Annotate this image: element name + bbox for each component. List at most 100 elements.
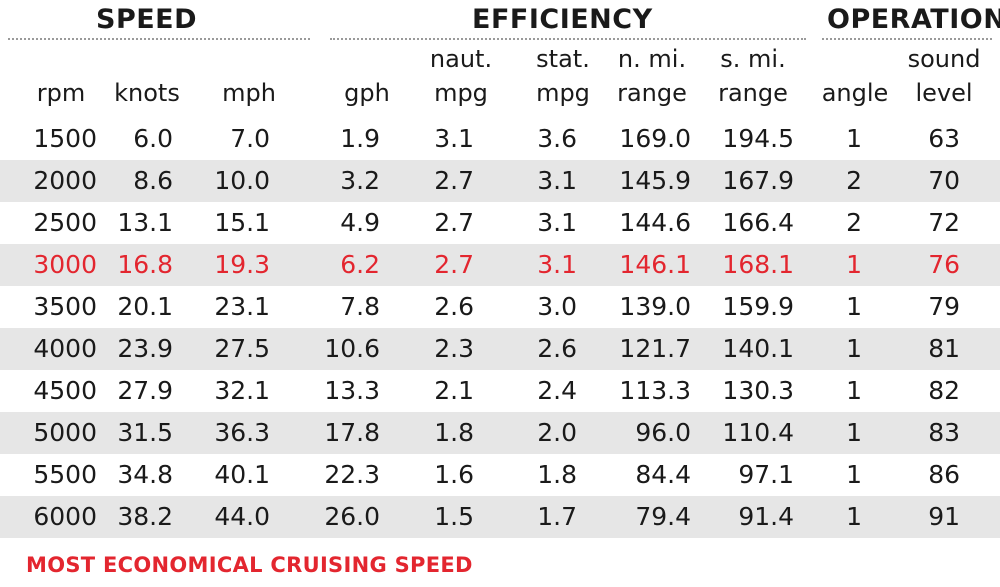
cell-angle: 1 [846,124,862,153]
operation-group-rule [822,38,992,40]
speed-group-rule [8,38,310,40]
cell-rpm: 4000 [33,334,97,363]
efficiency-group-title: EFFICIENCY [472,4,653,35]
column-header-line1: n. mi. [617,45,687,73]
cell-knots: 8.6 [133,166,173,195]
column-header-line1 [204,42,294,76]
cell-stat-mpg: 3.1 [537,208,577,237]
column-header-smi-range: s. mi. range [698,42,808,110]
cell-angle: 1 [846,334,862,363]
cell-sound: 79 [928,292,960,321]
column-header-line1 [97,42,197,76]
cell-stat-mpg: 3.6 [537,124,577,153]
cell-mph: 40.1 [214,460,270,489]
cell-smi-range: 166.4 [722,208,794,237]
cell-rpm: 3000 [33,250,97,279]
column-header-line2: knots [114,79,180,107]
cell-angle: 1 [846,502,862,531]
cell-angle: 2 [846,208,862,237]
cell-knots: 23.9 [117,334,173,363]
cell-smi-range: 110.4 [722,418,794,447]
cell-naut-mpg: 2.3 [434,334,474,363]
cell-stat-mpg: 2.0 [537,418,577,447]
cell-gph: 13.3 [324,376,380,405]
cell-gph: 22.3 [324,460,380,489]
cell-knots: 20.1 [117,292,173,321]
column-header-line2: mpg [434,79,488,107]
table-row: 5000 31.5 36.3 17.8 1.8 2.0 96.0 110.4 1 83 [0,412,1000,454]
column-header-line1: stat. [536,45,590,73]
cell-stat-mpg: 1.7 [537,502,577,531]
cell-naut-mpg: 2.6 [434,292,474,321]
cell-nmi-range: 121.7 [619,334,691,363]
cell-naut-mpg: 2.7 [434,208,474,237]
cell-rpm: 5500 [33,460,97,489]
cell-gph: 6.2 [340,250,380,279]
column-header-line2: angle [821,79,889,107]
cell-rpm: 3500 [33,292,97,321]
column-header-line2: rpm [36,79,86,107]
cell-smi-range: 159.9 [722,292,794,321]
cell-rpm: 4500 [33,376,97,405]
efficiency-group-rule [330,38,806,40]
column-header-line2: range [617,79,687,107]
cell-sound: 72 [928,208,960,237]
cell-smi-range: 194.5 [722,124,794,153]
cell-angle: 1 [846,376,862,405]
cell-naut-mpg: 2.1 [434,376,474,405]
cell-sound: 81 [928,334,960,363]
cell-stat-mpg: 3.0 [537,292,577,321]
footnote-legend: MOST ECONOMICAL CRUISING SPEED [26,553,473,577]
cell-stat-mpg: 2.4 [537,376,577,405]
cell-angle: 1 [846,460,862,489]
cell-naut-mpg: 1.5 [434,502,474,531]
cell-gph: 4.9 [340,208,380,237]
cell-nmi-range: 79.4 [635,502,691,531]
cell-nmi-range: 145.9 [619,166,691,195]
table-row: 2000 8.6 10.0 3.2 2.7 3.1 145.9 167.9 2 70 [0,160,1000,202]
cell-angle: 1 [846,292,862,321]
table-row: 4000 23.9 27.5 10.6 2.3 2.6 121.7 140.1 1 81 [0,328,1000,370]
cell-smi-range: 91.4 [738,502,794,531]
operation-group-title: OPERATION [827,4,1000,35]
cell-mph: 44.0 [214,502,270,531]
cell-stat-mpg: 3.1 [537,250,577,279]
cell-sound: 91 [928,502,960,531]
cell-mph: 36.3 [214,418,270,447]
speed-group-title: SPEED [96,4,198,35]
cell-mph: 27.5 [214,334,270,363]
column-header-knots: knots [97,42,197,110]
cell-smi-range: 168.1 [722,250,794,279]
cell-nmi-range: 96.0 [635,418,691,447]
cell-naut-mpg: 1.8 [434,418,474,447]
cell-gph: 1.9 [340,124,380,153]
cell-mph: 10.0 [214,166,270,195]
cell-knots: 6.0 [133,124,173,153]
table-row: 4500 27.9 32.1 13.3 2.1 2.4 113.3 130.3 1 82 [0,370,1000,412]
column-header-rpm: rpm [16,42,106,110]
cell-mph: 7.0 [230,124,270,153]
column-header-nmi-range: n. mi. range [597,42,707,110]
cell-knots: 16.8 [117,250,173,279]
cell-angle: 2 [846,166,862,195]
table-row: 1500 6.0 7.0 1.9 3.1 3.6 169.0 194.5 1 63 [0,118,1000,160]
table-row-highlighted: 3000 16.8 19.3 6.2 2.7 3.1 146.1 168.1 1 76 [0,244,1000,286]
column-header-line1: s. mi. [720,45,786,73]
column-header-angle: angle [805,42,905,110]
column-header-naut-mpg: naut. mpg [411,42,511,110]
column-header-line1: naut. [429,45,493,73]
table-row: 5500 34.8 40.1 22.3 1.6 1.8 84.4 97.1 1 86 [0,454,1000,496]
cell-nmi-range: 144.6 [619,208,691,237]
column-header-line1: sound [907,45,981,73]
cell-nmi-range: 113.3 [619,376,691,405]
cell-rpm: 6000 [33,502,97,531]
cell-mph: 32.1 [214,376,270,405]
cell-nmi-range: 169.0 [619,124,691,153]
column-header-line1 [16,42,106,76]
cell-mph: 15.1 [214,208,270,237]
column-header-stat-mpg: stat. mpg [518,42,608,110]
cell-smi-range: 97.1 [738,460,794,489]
cell-nmi-range: 146.1 [619,250,691,279]
cell-knots: 38.2 [117,502,173,531]
cell-gph: 3.2 [340,166,380,195]
